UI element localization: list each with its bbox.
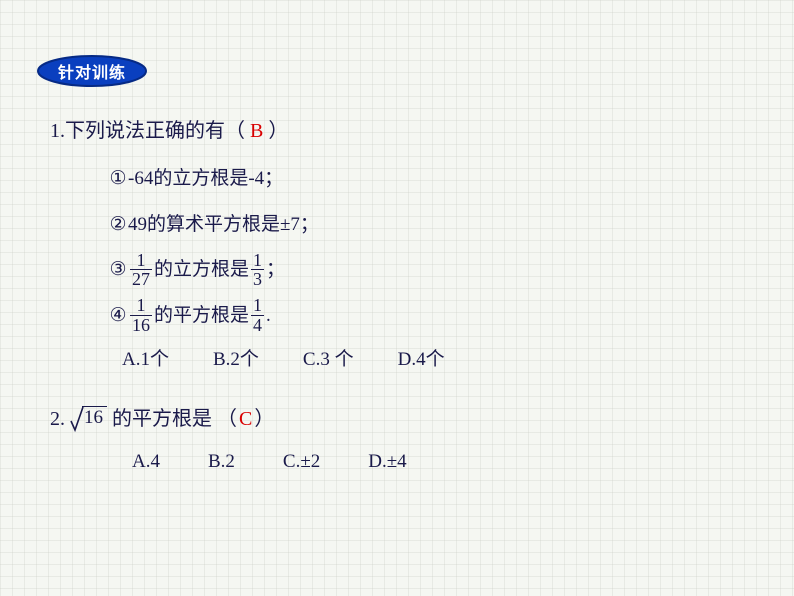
stmt-4-frac1: 1 16 — [130, 296, 152, 335]
stmt-4-pre: 的平方根是 — [154, 293, 249, 339]
stmt-2-mark: ② — [108, 202, 128, 248]
frac-den: 16 — [130, 315, 152, 335]
stmt-2-text: 49的算术平方根是±7； — [128, 202, 319, 248]
stmt-3-pre: 的立方根是 — [154, 247, 249, 293]
stmt-1: ①-64的立方根是-4； — [108, 156, 754, 202]
q2-opt-c: C.±2 — [283, 444, 320, 480]
question-2: 2. 16 的平方根是 （ C ） — [50, 400, 754, 438]
q2-options: A.4 B.2 C.±2 D.±4 — [132, 444, 754, 480]
stmt-4: ④ 1 16 的平方根是 1 4 . — [108, 293, 754, 339]
q2-opt-d: D.±4 — [368, 444, 406, 480]
frac-num: 1 — [251, 251, 264, 270]
q1-close: ） — [268, 120, 288, 142]
frac-num: 1 — [135, 296, 148, 315]
frac-den: 3 — [251, 269, 264, 289]
q1-stem: 下列说法正确的有（ — [65, 120, 245, 142]
frac-num: 1 — [251, 296, 264, 315]
sqrt-radicand: 16 — [82, 406, 107, 430]
q1-opt-a: A.1个 — [122, 342, 169, 378]
q2-answer: C — [239, 400, 252, 438]
q1-opt-c: C.3 个 — [303, 342, 354, 378]
q2-number: 2. — [50, 400, 65, 438]
stmt-4-frac2: 1 4 — [251, 296, 264, 335]
stmt-1-text: -64的立方根是-4； — [128, 156, 283, 202]
stmt-3: ③ 1 27 的立方根是 1 3 ； — [108, 247, 754, 293]
q1-statements: ①-64的立方根是-4； ②49的算术平方根是±7； ③ 1 27 的立方根是 … — [108, 156, 754, 338]
q1-opt-d: D.4个 — [398, 342, 445, 378]
q1-options: A.1个 B.2个 C.3 个 D.4个 — [122, 342, 754, 378]
q1-number: 1. — [50, 120, 65, 142]
q2-stem: 的平方根是 （ — [112, 400, 237, 438]
frac-den: 27 — [130, 269, 152, 289]
stmt-3-frac2: 1 3 — [251, 251, 264, 290]
question-1: 1.下列说法正确的有（ B ） — [50, 112, 754, 150]
q2-opt-a: A.4 — [132, 444, 160, 480]
q1-opt-b: B.2个 — [213, 342, 259, 378]
stmt-3-post: ； — [266, 247, 285, 293]
section-badge: 针对训练 — [36, 54, 148, 88]
frac-num: 1 — [135, 251, 148, 270]
stmt-4-mark: ④ — [108, 293, 128, 339]
frac-den: 4 — [251, 315, 264, 335]
stmt-1-mark: ① — [108, 156, 128, 202]
q2-opt-b: B.2 — [208, 444, 235, 480]
sqrt-icon: 16 — [70, 406, 107, 432]
stmt-2: ②49的算术平方根是±7； — [108, 202, 754, 248]
stmt-3-mark: ③ — [108, 247, 128, 293]
stmt-3-frac1: 1 27 — [130, 251, 152, 290]
stmt-4-post: . — [266, 293, 271, 339]
q2-close: ） — [254, 400, 274, 438]
badge-label: 针对训练 — [58, 59, 126, 83]
content-area: 1.下列说法正确的有（ B ） ①-64的立方根是-4； ②49的算术平方根是±… — [50, 112, 754, 481]
q1-answer: B — [250, 120, 263, 142]
